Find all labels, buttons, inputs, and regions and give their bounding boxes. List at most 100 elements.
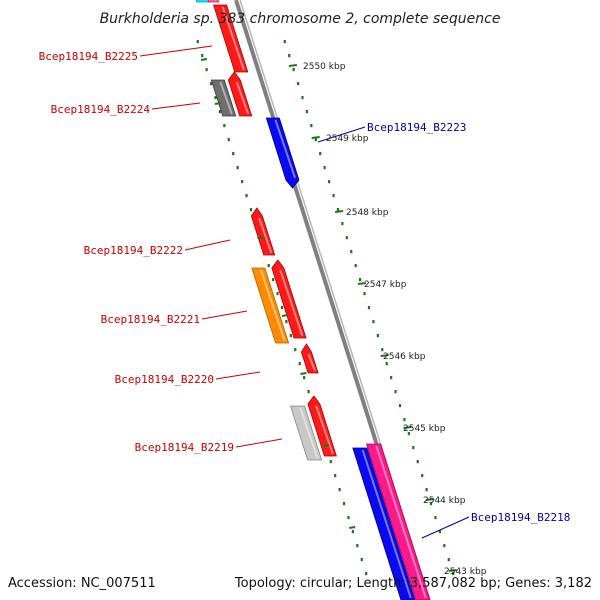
track-dot <box>329 460 332 464</box>
gene-leader-line <box>139 45 213 57</box>
inner-track-tick <box>257 236 264 239</box>
kbp-tick <box>311 136 320 139</box>
kbp-label: 2550 kbp <box>303 62 346 72</box>
track-dot <box>443 544 446 548</box>
gene-b2218-pink <box>366 443 431 600</box>
inner-dotted-track <box>196 40 368 576</box>
track-dot <box>214 96 217 100</box>
kbp-tick <box>357 282 367 285</box>
gene-b2222-shine <box>258 217 273 254</box>
gene-label[interactable]: Bcep18194_B2224 <box>51 103 151 116</box>
gene-b2225-shape <box>213 4 249 73</box>
track-dot <box>223 124 226 128</box>
gene-b2218-blue-shape <box>352 447 416 600</box>
gene-gray-dark-shine <box>219 81 233 115</box>
kbp-label: 2544 kbp <box>423 496 466 506</box>
track-dot <box>314 138 317 142</box>
track-dot <box>407 432 410 436</box>
kbp-label: 2547 kbp <box>364 280 407 290</box>
track-dot <box>307 390 310 394</box>
track-dot <box>245 194 248 198</box>
track-dot <box>351 530 354 534</box>
track-dot <box>354 264 357 268</box>
track-dot <box>412 446 415 450</box>
gene-label[interactable]: Bcep18194_B2219 <box>135 441 234 454</box>
gene-gray-light-shine <box>299 407 319 459</box>
kbp-tick <box>426 498 435 501</box>
gene-leader-line <box>201 310 248 320</box>
track-dot <box>434 516 437 520</box>
track-dot <box>236 166 239 170</box>
gene-b2224-shape <box>227 71 253 117</box>
track-dot <box>403 418 406 422</box>
kbp-label: 2545 kbp <box>403 424 446 434</box>
label-layer: Bcep18194_B2225 Bcep18194_B2224 Bcep18194_… <box>39 45 570 539</box>
gene-leader-line <box>184 239 231 251</box>
kbp-tick <box>448 569 457 572</box>
ruler-layer <box>200 58 457 572</box>
gene-label[interactable]: Bcep18194_B2223 <box>367 121 466 134</box>
inner-track-tick <box>281 314 289 317</box>
gene-pink-top-shape <box>207 0 220 3</box>
track-dot <box>232 152 235 156</box>
gene-b2223-shape <box>265 117 300 189</box>
gene-b2225-shine <box>221 6 245 71</box>
track-dot <box>301 96 304 100</box>
gene-b2221-shape <box>271 259 307 339</box>
track-dot <box>336 208 340 212</box>
gene-gray-light <box>289 405 323 461</box>
gene-pink-top <box>207 0 220 3</box>
kbp-layer: 2550 kbp 2549 kbp 2548 kbp 2547 kbp 2546 kbp… <box>303 62 487 577</box>
track-dot <box>305 110 309 114</box>
gene-label[interactable]: Bcep18194_B2218 <box>471 511 570 524</box>
gene-b2224 <box>227 71 253 117</box>
gene-label[interactable]: Bcep18194_B2225 <box>39 50 138 63</box>
track-dot <box>416 460 419 464</box>
track-dot <box>283 40 286 44</box>
gene-layer <box>195 0 431 600</box>
track-dot <box>227 138 230 142</box>
kbp-label: 2549 kbp <box>326 134 369 144</box>
track-dot <box>218 110 222 114</box>
track-dot <box>323 166 326 170</box>
track-dot <box>381 348 384 352</box>
track-dot <box>280 306 284 310</box>
track-dot <box>319 152 322 156</box>
track-dot <box>240 180 244 184</box>
track-dot <box>289 334 292 338</box>
inner-track-tick <box>214 102 222 105</box>
gene-b2221 <box>271 259 307 339</box>
gene-leader-line <box>317 126 366 143</box>
gene-b2224-shine <box>235 81 250 115</box>
gene-leader-line <box>421 516 470 539</box>
track-dot <box>332 194 335 198</box>
track-dot <box>447 558 450 562</box>
kbp-label: 2543 kbp <box>444 567 487 577</box>
gene-leader-line <box>235 438 283 448</box>
track-dot <box>296 82 300 86</box>
kbp-tick <box>380 354 389 357</box>
track-dot <box>429 502 433 506</box>
gene-b2219-shape <box>307 395 337 457</box>
gene-b2218-pink-shape <box>366 443 431 600</box>
track-dot <box>342 502 346 506</box>
gene-label[interactable]: Bcep18194_B2221 <box>101 313 200 326</box>
track-dot <box>376 334 379 338</box>
track-dot <box>196 40 199 44</box>
gene-leader-line <box>215 371 261 380</box>
track-dot <box>249 208 253 212</box>
track-dot <box>347 516 350 520</box>
gene-b2220-shape <box>301 343 319 374</box>
genome-summary-text: Topology: circular; Length: 3,587,082 bp… <box>234 576 592 591</box>
gene-b2219 <box>307 395 337 457</box>
gene-label[interactable]: Bcep18194_B2220 <box>115 373 214 386</box>
outer-dotted-track <box>283 40 455 576</box>
track-dot <box>209 82 213 86</box>
track-dot <box>303 376 306 380</box>
track-dot <box>394 390 397 394</box>
gene-b2221-orange <box>251 267 290 344</box>
track-dot <box>421 474 424 478</box>
track-dot <box>327 180 331 184</box>
gene-label[interactable]: Bcep18194_B2222 <box>84 244 183 257</box>
